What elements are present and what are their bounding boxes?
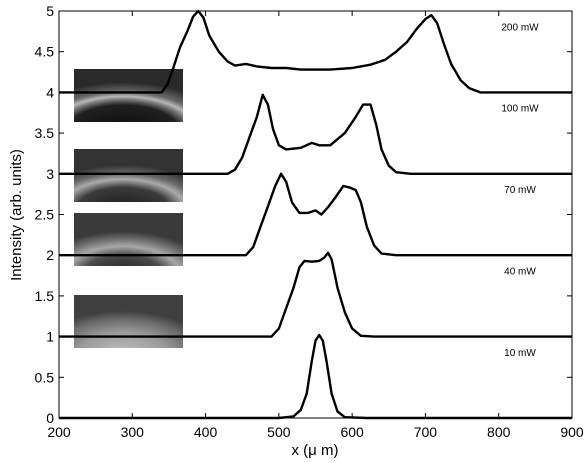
y-tick-label: 1.5: [35, 288, 55, 304]
y-tick-label: 2: [46, 247, 54, 263]
y-tick-label: 0: [46, 410, 54, 426]
x-tick-label: 900: [560, 424, 584, 440]
x-tick-label: 800: [487, 424, 511, 440]
intensity-curve: [59, 251, 572, 338]
x-axis-label: x (μ m): [292, 442, 339, 459]
y-tick-label: 0.5: [35, 369, 55, 385]
x-tick-label: 200: [47, 424, 71, 440]
intensity-curve: [59, 333, 572, 420]
y-axis-label: Intensity (arb. units): [8, 149, 25, 281]
beam-image-40mw: [74, 295, 183, 348]
y-tick-label: 3.5: [35, 125, 55, 141]
beam-image-70mw: [74, 213, 183, 266]
y-tick-label: 1: [46, 329, 54, 345]
intensity-curve: [59, 9, 572, 94]
x-tick-label: 600: [340, 424, 364, 440]
series-label: 100 mW: [501, 104, 539, 115]
y-tick-label: 3: [46, 166, 54, 182]
x-tick-label: 300: [121, 424, 145, 440]
x-tick-label: 700: [414, 424, 438, 440]
x-tick-label: 400: [194, 424, 218, 440]
y-tick-label: 4: [46, 84, 54, 100]
series-label: 70 mW: [504, 185, 536, 196]
y-tick-label: 2.5: [35, 207, 55, 223]
intensity-curve: [59, 172, 572, 257]
y-tick-label: 4.5: [35, 44, 55, 60]
beam-image-100mw: [74, 149, 183, 202]
curves-group: [59, 9, 572, 420]
beam-image-200mw: [74, 69, 183, 122]
intensity-curve: [59, 93, 572, 175]
power-labels-group: 10 mW 40 mW 70 mW 100 mW 200 mW: [501, 22, 539, 359]
series-label: 40 mW: [504, 266, 536, 277]
series-label: 10 mW: [504, 348, 536, 359]
y-tick-label: 5: [46, 3, 54, 19]
x-tick-label: 500: [267, 424, 291, 440]
y-axis-ticks: 0 0.5 1 1.5 2 2.5 3 3.5 4 4.5 5: [35, 3, 572, 426]
series-label: 200 mW: [501, 22, 539, 33]
